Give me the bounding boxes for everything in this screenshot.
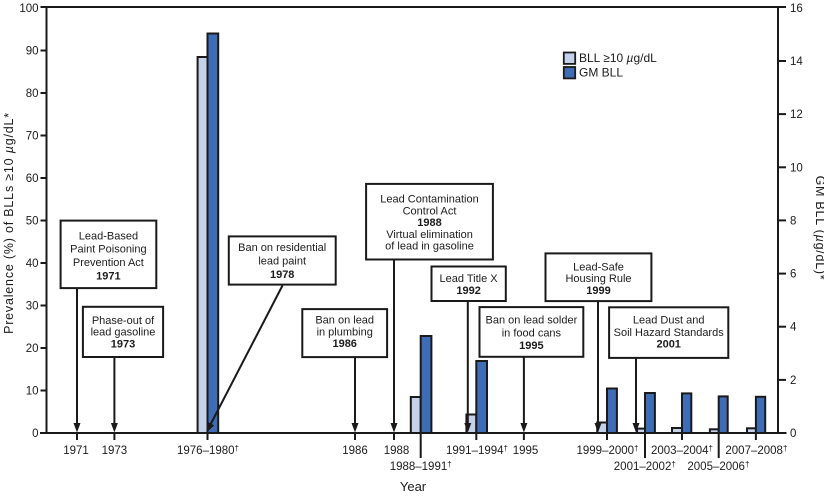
svg-text:80: 80 xyxy=(26,88,39,100)
svg-text:1991–1994†: 1991–1994† xyxy=(446,444,508,457)
svg-text:Lead Dust and: Lead Dust and xyxy=(633,315,705,327)
svg-text:1978: 1978 xyxy=(270,269,294,281)
svg-text:1988: 1988 xyxy=(384,445,410,457)
svg-text:100: 100 xyxy=(19,3,38,15)
svg-text:lead gasoline: lead gasoline xyxy=(91,327,156,339)
svg-text:1995: 1995 xyxy=(519,340,543,352)
svg-text:Ban on residential: Ban on residential xyxy=(238,242,326,254)
svg-text:30: 30 xyxy=(26,301,39,313)
svg-text:1971: 1971 xyxy=(63,445,89,457)
svg-text:8: 8 xyxy=(790,215,796,227)
svg-text:2003–2004†: 2003–2004† xyxy=(651,444,713,457)
svg-text:1986: 1986 xyxy=(332,338,356,350)
svg-text:in food cans: in food cans xyxy=(502,327,562,339)
svg-text:1999: 1999 xyxy=(586,285,610,297)
svg-text:16: 16 xyxy=(790,3,803,15)
svg-text:lead paint: lead paint xyxy=(258,255,306,267)
svg-text:1992: 1992 xyxy=(456,285,480,297)
svg-text:10: 10 xyxy=(790,162,803,174)
svg-text:2005–2006†: 2005–2006† xyxy=(687,460,749,473)
svg-text:40: 40 xyxy=(26,258,39,270)
svg-text:Paint Poisoning: Paint Poisoning xyxy=(70,244,146,256)
svg-text:Lead Title X: Lead Title X xyxy=(440,273,499,285)
svg-text:50: 50 xyxy=(26,216,39,228)
svg-text:1973: 1973 xyxy=(111,338,135,350)
svg-text:1976–1980†: 1976–1980† xyxy=(177,444,239,457)
svg-text:1973: 1973 xyxy=(102,445,128,457)
svg-text:60: 60 xyxy=(26,173,39,185)
svg-text:Control Act: Control Act xyxy=(403,205,457,217)
svg-text:Lead-Safe: Lead-Safe xyxy=(573,261,624,273)
svg-text:1995: 1995 xyxy=(513,445,539,457)
svg-text:of lead in gasoline: of lead in gasoline xyxy=(385,241,474,253)
svg-text:Ban on lead: Ban on lead xyxy=(315,315,374,327)
svg-text:Virtual elimination: Virtual elimination xyxy=(386,229,473,241)
svg-text:2007–2008†: 2007–2008† xyxy=(725,444,787,457)
svg-text:2001–2002†: 2001–2002† xyxy=(614,460,676,473)
svg-text:6: 6 xyxy=(790,269,796,281)
svg-text:12: 12 xyxy=(790,109,803,121)
svg-text:Lead-Based: Lead-Based xyxy=(79,230,138,242)
svg-text:14: 14 xyxy=(790,56,803,68)
svg-text:Phase-out of: Phase-out of xyxy=(92,315,155,327)
svg-text:2: 2 xyxy=(790,375,796,387)
svg-text:1988–1991†: 1988–1991† xyxy=(390,460,452,473)
svg-text:in plumbing: in plumbing xyxy=(317,326,373,338)
svg-text:0: 0 xyxy=(790,428,796,440)
svg-text:GM BLL (µg/dL)*: GM BLL (µg/dL)* xyxy=(813,176,824,281)
svg-text:4: 4 xyxy=(790,322,797,334)
svg-text:Prevention Act: Prevention Act xyxy=(73,257,144,269)
svg-text:Year: Year xyxy=(400,479,427,494)
svg-text:Lead Contamination: Lead Contamination xyxy=(380,194,478,206)
svg-text:10: 10 xyxy=(26,386,39,398)
svg-text:0: 0 xyxy=(32,428,38,440)
svg-text:1986: 1986 xyxy=(342,445,368,457)
svg-text:1988: 1988 xyxy=(417,217,441,229)
svg-text:Prevalence (%) of BLLs ≥10 µg/: Prevalence (%) of BLLs ≥10 µg/dL* xyxy=(2,112,16,334)
svg-text:BLL ≥10 µg/dL: BLL ≥10 µg/dL xyxy=(579,51,657,65)
svg-text:90: 90 xyxy=(26,46,39,58)
svg-text:Ban on lead solder: Ban on lead solder xyxy=(486,315,578,327)
svg-text:GM BLL: GM BLL xyxy=(579,66,623,80)
svg-text:Soil Hazard Standards: Soil Hazard Standards xyxy=(614,327,725,339)
svg-text:1971: 1971 xyxy=(96,270,120,282)
svg-text:70: 70 xyxy=(26,131,39,143)
svg-text:Housing Rule: Housing Rule xyxy=(565,273,631,285)
svg-text:20: 20 xyxy=(26,343,39,355)
svg-text:2001: 2001 xyxy=(656,338,680,350)
svg-text:1999–2000†: 1999–2000† xyxy=(576,444,638,457)
